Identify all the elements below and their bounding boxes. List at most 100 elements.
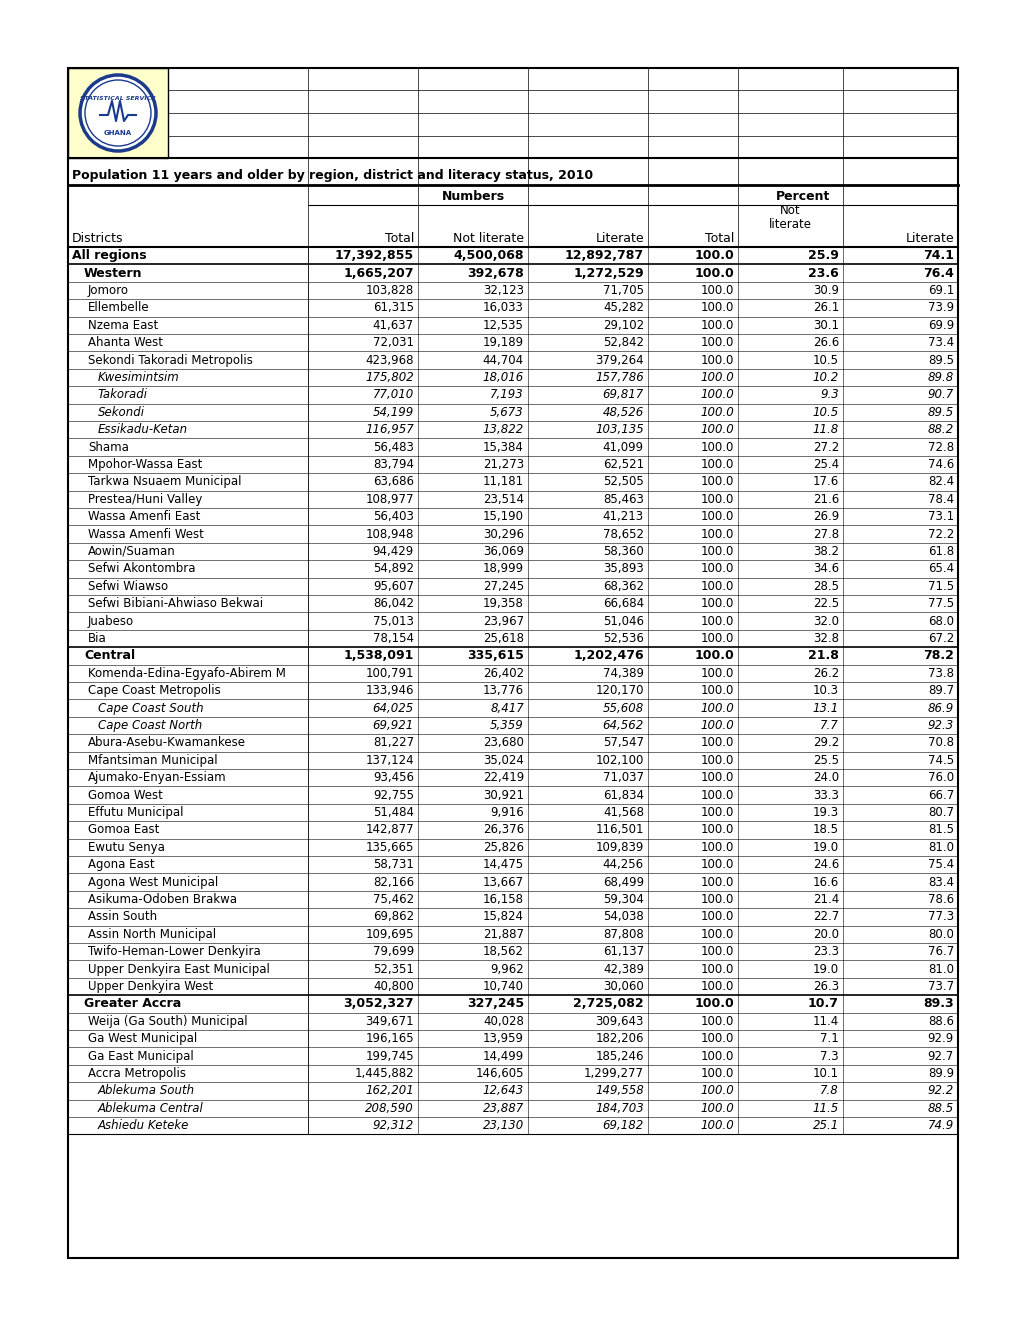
Text: Effutu Municipal: Effutu Municipal: [88, 807, 183, 818]
Text: 69.9: 69.9: [927, 319, 953, 331]
Text: Agona East: Agona East: [88, 858, 155, 871]
Text: 16.6: 16.6: [812, 875, 839, 888]
Text: 26,376: 26,376: [482, 824, 524, 837]
Text: 9.3: 9.3: [819, 388, 839, 401]
Text: Ewutu Senya: Ewutu Senya: [88, 841, 165, 854]
Text: 11,181: 11,181: [482, 475, 524, 488]
Text: 100.0: 100.0: [694, 649, 734, 663]
Text: 66,684: 66,684: [602, 597, 643, 610]
Text: Not literate: Not literate: [452, 231, 524, 244]
Text: 76.0: 76.0: [927, 771, 953, 784]
Text: 18.5: 18.5: [812, 824, 839, 837]
Text: 2,725,082: 2,725,082: [573, 998, 643, 1010]
Text: 65.4: 65.4: [927, 562, 953, 576]
Text: 32.0: 32.0: [812, 615, 839, 627]
Text: 7.1: 7.1: [819, 1032, 839, 1045]
Text: 135,665: 135,665: [365, 841, 414, 854]
Text: 9,962: 9,962: [490, 962, 524, 975]
Text: Upper Denkyira West: Upper Denkyira West: [88, 979, 213, 993]
Text: 72.8: 72.8: [927, 441, 953, 454]
Text: 100.0: 100.0: [700, 354, 734, 367]
Text: 89.9: 89.9: [927, 1067, 953, 1080]
Text: 35,893: 35,893: [602, 562, 643, 576]
Text: 10.7: 10.7: [807, 998, 839, 1010]
Text: 77.3: 77.3: [927, 911, 953, 924]
Text: 335,615: 335,615: [467, 649, 524, 663]
Text: 25,618: 25,618: [483, 632, 524, 645]
Text: Cape Coast South: Cape Coast South: [98, 702, 204, 714]
Text: 92,312: 92,312: [372, 1119, 414, 1133]
Text: 100.0: 100.0: [700, 597, 734, 610]
Text: 52,842: 52,842: [602, 337, 643, 350]
Text: 89.3: 89.3: [922, 998, 953, 1010]
Text: 25,826: 25,826: [483, 841, 524, 854]
Text: 89.8: 89.8: [927, 371, 953, 384]
Text: 100.0: 100.0: [700, 458, 734, 471]
Text: 61,834: 61,834: [602, 788, 643, 801]
Text: 29.2: 29.2: [812, 737, 839, 750]
Text: 17.6: 17.6: [812, 475, 839, 488]
Text: 80.0: 80.0: [927, 928, 953, 941]
Text: 142,877: 142,877: [365, 824, 414, 837]
Text: 27.2: 27.2: [812, 441, 839, 454]
Text: 100.0: 100.0: [700, 319, 734, 331]
Text: 13,822: 13,822: [482, 424, 524, 436]
Text: 100.0: 100.0: [700, 771, 734, 784]
Text: 10.3: 10.3: [812, 684, 839, 697]
Text: 56,403: 56,403: [373, 511, 414, 523]
Text: 59,304: 59,304: [602, 894, 643, 906]
Text: 89.5: 89.5: [927, 354, 953, 367]
Text: 89.7: 89.7: [927, 684, 953, 697]
Text: 100.0: 100.0: [700, 511, 734, 523]
Text: Not
literate: Not literate: [768, 203, 811, 231]
Text: 78.4: 78.4: [927, 492, 953, 506]
Text: 73.9: 73.9: [927, 301, 953, 314]
Text: 86,042: 86,042: [373, 597, 414, 610]
Text: Sefwi Wiawso: Sefwi Wiawso: [88, 579, 168, 593]
Text: Greater Accra: Greater Accra: [84, 998, 181, 1010]
Text: 27,245: 27,245: [482, 579, 524, 593]
Text: Ga East Municipal: Ga East Municipal: [88, 1049, 194, 1063]
Text: 61,315: 61,315: [373, 301, 414, 314]
Text: 69.1: 69.1: [927, 284, 953, 297]
Text: 100.0: 100.0: [700, 301, 734, 314]
Text: 23,130: 23,130: [482, 1119, 524, 1133]
Text: 30,296: 30,296: [483, 528, 524, 541]
Text: 86.9: 86.9: [927, 702, 953, 714]
Text: 34.6: 34.6: [812, 562, 839, 576]
Text: 23,680: 23,680: [483, 737, 524, 750]
Text: Ahanta West: Ahanta West: [88, 337, 163, 350]
Text: 72.2: 72.2: [927, 528, 953, 541]
Text: 73.4: 73.4: [927, 337, 953, 350]
Text: 10.5: 10.5: [812, 354, 839, 367]
Text: 41,213: 41,213: [602, 511, 643, 523]
Text: Percent: Percent: [775, 190, 829, 203]
Text: Komenda-Edina-Egyafo-Abirem M: Komenda-Edina-Egyafo-Abirem M: [88, 667, 285, 680]
Text: 100.0: 100.0: [700, 475, 734, 488]
Text: 10.5: 10.5: [812, 405, 839, 418]
Text: 80.7: 80.7: [927, 807, 953, 818]
Text: 75.4: 75.4: [927, 858, 953, 871]
Text: 30.1: 30.1: [812, 319, 839, 331]
Text: 100.0: 100.0: [700, 737, 734, 750]
Text: Wassa Amenfi West: Wassa Amenfi West: [88, 528, 204, 541]
Text: Nzema East: Nzema East: [88, 319, 158, 331]
Text: 21.4: 21.4: [812, 894, 839, 906]
Text: Ellembelle: Ellembelle: [88, 301, 150, 314]
Text: 82,166: 82,166: [373, 875, 414, 888]
Text: 88.5: 88.5: [927, 1102, 953, 1115]
Text: 76.4: 76.4: [922, 267, 953, 280]
Text: 61.8: 61.8: [927, 545, 953, 558]
Text: Western: Western: [84, 267, 143, 280]
Text: 10,740: 10,740: [483, 979, 524, 993]
Text: 137,124: 137,124: [365, 754, 414, 767]
Text: 22.7: 22.7: [812, 911, 839, 924]
Text: 67.2: 67.2: [927, 632, 953, 645]
Text: 74.1: 74.1: [922, 249, 953, 263]
Text: Assin South: Assin South: [88, 911, 157, 924]
Text: Districts: Districts: [72, 231, 123, 244]
Text: Mpohor-Wassa East: Mpohor-Wassa East: [88, 458, 202, 471]
Text: Prestea/Huni Valley: Prestea/Huni Valley: [88, 492, 202, 506]
Text: 68.0: 68.0: [927, 615, 953, 627]
Text: 26.6: 26.6: [812, 337, 839, 350]
